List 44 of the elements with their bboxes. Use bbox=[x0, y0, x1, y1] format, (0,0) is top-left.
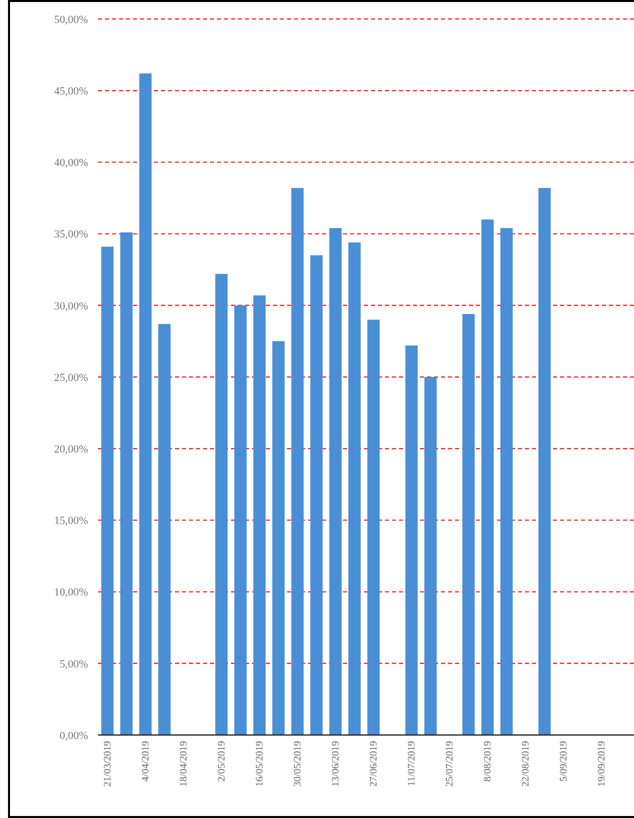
x-tick-label: 30/05/2019 bbox=[292, 741, 304, 787]
x-tick-label: 11/07/2019 bbox=[406, 741, 418, 786]
bar bbox=[329, 228, 342, 735]
bar bbox=[234, 305, 247, 735]
x-tick-label: 16/05/2019 bbox=[254, 741, 266, 787]
bar bbox=[310, 255, 323, 735]
bar bbox=[367, 320, 380, 735]
x-tick-label: 13/06/2019 bbox=[330, 741, 342, 787]
y-tick-label: 50,00% bbox=[54, 14, 88, 26]
bar bbox=[500, 228, 513, 735]
bar bbox=[215, 274, 228, 735]
x-tick-label: 18/04/2019 bbox=[178, 741, 190, 787]
bar bbox=[158, 324, 171, 735]
x-tick-label: 21/03/2019 bbox=[102, 741, 114, 787]
bar bbox=[253, 295, 266, 735]
bar bbox=[139, 73, 152, 735]
y-tick-label: 0,00% bbox=[60, 730, 88, 742]
x-tick-label: 25/07/2019 bbox=[444, 741, 456, 787]
x-tick-label: 2/05/2019 bbox=[216, 741, 228, 782]
bar bbox=[462, 314, 475, 735]
y-tick-label: 15,00% bbox=[54, 515, 88, 528]
bar bbox=[348, 242, 361, 735]
x-tick-label: 4/04/2019 bbox=[140, 741, 152, 782]
bar bbox=[272, 341, 285, 735]
x-tick-label: 27/06/2019 bbox=[368, 741, 380, 787]
bar bbox=[405, 345, 418, 735]
bar bbox=[101, 246, 114, 735]
y-tick-label: 25,00% bbox=[54, 372, 88, 384]
y-tick-label: 30,00% bbox=[54, 300, 88, 312]
bar bbox=[538, 188, 551, 735]
bar bbox=[481, 219, 494, 735]
y-tick-label: 10,00% bbox=[54, 586, 88, 599]
y-tick-label: 40,00% bbox=[54, 157, 88, 170]
x-tick-label: 22/08/2019 bbox=[520, 741, 532, 787]
bar bbox=[291, 188, 304, 735]
y-tick-label: 5,00% bbox=[60, 658, 88, 670]
bar bbox=[424, 377, 437, 735]
x-tick-label: 5/09/2019 bbox=[558, 741, 570, 782]
bar bbox=[120, 232, 133, 735]
x-tick-label: 19/09/2019 bbox=[596, 741, 608, 787]
y-tick-label: 35,00% bbox=[54, 228, 88, 241]
x-tick-label: 8/08/2019 bbox=[482, 741, 494, 782]
y-tick-label: 20,00% bbox=[54, 443, 88, 456]
y-tick-label: 45,00% bbox=[54, 85, 88, 98]
